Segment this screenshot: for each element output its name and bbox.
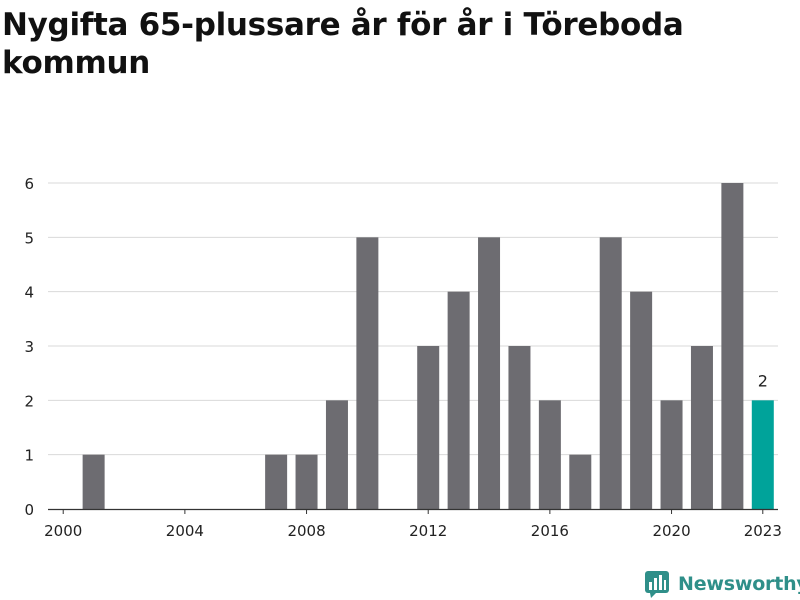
bar-2022 bbox=[721, 183, 744, 509]
bar-chart-logo-icon bbox=[645, 571, 669, 598]
y-tick-label: 0 bbox=[24, 501, 34, 519]
y-tick-label: 6 bbox=[24, 175, 34, 193]
bar-2008 bbox=[295, 454, 318, 509]
x-tick-label: 2023 bbox=[744, 522, 782, 540]
bar-2007 bbox=[265, 454, 288, 509]
y-tick-label: 5 bbox=[24, 229, 34, 247]
bar-2012 bbox=[417, 346, 440, 509]
bar-2016 bbox=[538, 400, 561, 509]
y-tick-label: 4 bbox=[24, 284, 34, 302]
y-tick-label: 2 bbox=[24, 392, 34, 410]
bar-2018 bbox=[599, 237, 622, 510]
brand-name: Newsworthy bbox=[678, 573, 800, 595]
x-tick-label: 2004 bbox=[166, 522, 204, 540]
bar-2001 bbox=[82, 454, 105, 509]
bar-2019 bbox=[630, 291, 653, 509]
y-tick-label: 1 bbox=[24, 447, 34, 465]
bar-2010 bbox=[356, 237, 379, 510]
chart-title: Nygifta 65-plussare år för år i Töreboda… bbox=[2, 7, 684, 81]
brand-logo: Newsworthy bbox=[644, 570, 800, 598]
bar-2009 bbox=[325, 400, 348, 509]
bar-2014 bbox=[478, 237, 501, 510]
bar-2021 bbox=[690, 346, 713, 509]
bar-2013 bbox=[447, 291, 470, 509]
x-tick-label: 2000 bbox=[44, 522, 82, 540]
data-label-2023: 2 bbox=[758, 371, 768, 390]
x-tick-label: 2020 bbox=[652, 522, 690, 540]
x-tick-label: 2008 bbox=[287, 522, 325, 540]
x-tick-label: 2012 bbox=[409, 522, 447, 540]
bar-2017 bbox=[569, 454, 592, 509]
bar-2020 bbox=[660, 400, 683, 509]
y-tick-label: 3 bbox=[24, 338, 34, 356]
bar-2015 bbox=[508, 346, 531, 509]
bar-2023 bbox=[751, 400, 774, 509]
x-tick-label: 2016 bbox=[531, 522, 569, 540]
